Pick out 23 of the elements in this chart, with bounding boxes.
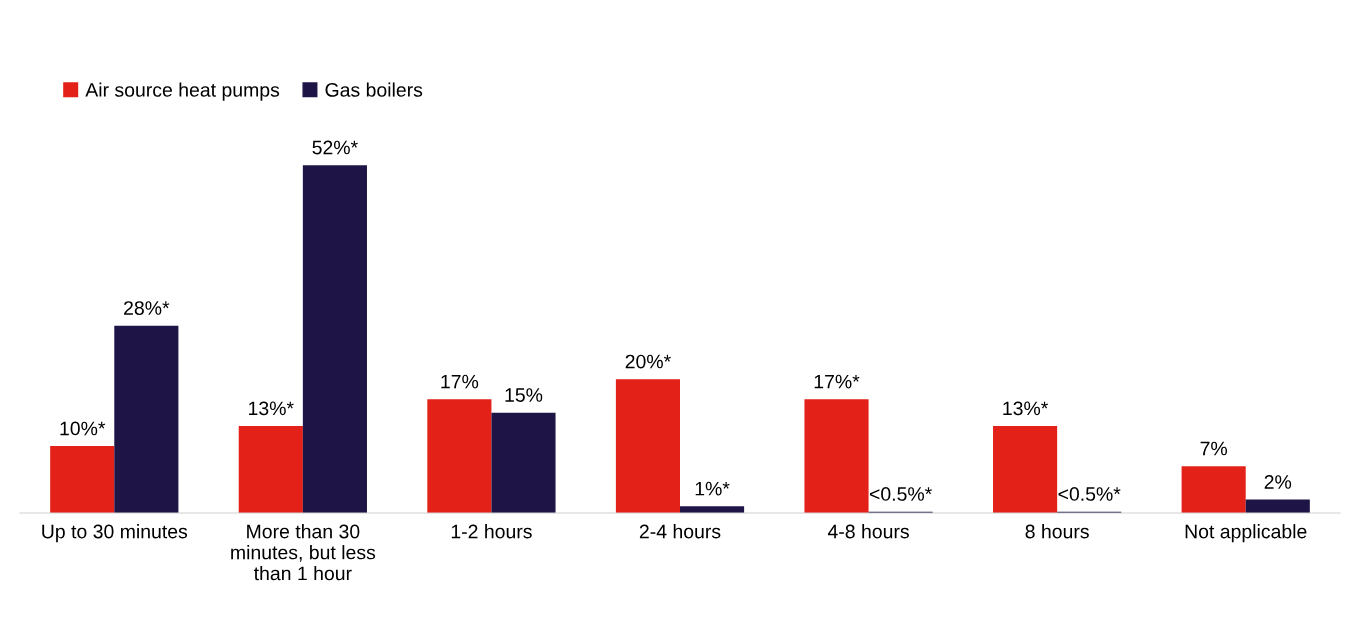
data-label: 10%* (60, 421, 106, 436)
data-label: <0.5%* (869, 487, 932, 501)
x-tick-label: Not applicable (1185, 524, 1307, 543)
x-tick-label: 2-4 hours (639, 524, 721, 539)
x-tick-label: 1-2 hours (451, 524, 532, 539)
x-tick-label: More than 30 minutes, but less than 1 hour (231, 524, 376, 581)
data-label: 2% (1264, 475, 1292, 489)
data-label: 17% (441, 374, 479, 389)
data-label: 7% (1200, 441, 1228, 456)
data-label: 28%* (124, 301, 170, 315)
legend-label: Air source heat pumps (85, 82, 280, 101)
data-label: 13%* (1003, 401, 1049, 416)
data-label: 52%* (312, 140, 358, 155)
data-label: 13%* (249, 401, 294, 416)
data-label: 17%* (814, 374, 860, 389)
x-tick-label: Up to 30 minutes (42, 524, 188, 543)
data-label: 1%* (695, 481, 730, 496)
data-label: 15% (505, 388, 543, 402)
legend-label: Gas boilers (325, 82, 423, 97)
data-label: 20%* (625, 354, 671, 369)
data-label: <0.5%* (1058, 487, 1121, 501)
x-tick-label: 8 hours (1025, 524, 1089, 539)
x-tick-label: 4-8 hours (827, 524, 909, 539)
